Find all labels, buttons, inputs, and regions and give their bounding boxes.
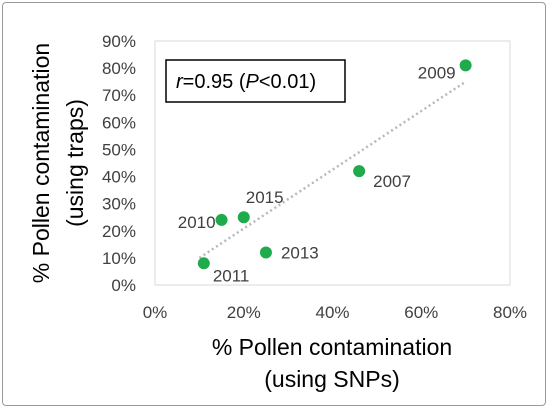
r-value: =0.95 ( [183,71,246,93]
y-tick-label: 50% [102,140,136,159]
data-point-2011 [197,257,210,270]
x-axis-ticks: 0% 20% 40% 60% 80% [143,303,527,322]
y-tick-label: 30% [102,195,136,214]
x-tick-label: 0% [143,303,168,322]
annotation-box [165,59,346,103]
point-labels: 2009 2007 2015 2010 2013 2011 [178,63,456,285]
y-tick-label: 10% [102,249,136,268]
p-value: <0.01) [259,71,316,93]
x-tick-label: 60% [404,303,438,322]
x-tick-label: 40% [315,303,349,322]
p-symbol: P [246,71,260,93]
y-tick-label: 40% [102,168,136,187]
point-label-2007: 2007 [373,172,411,191]
y-axis-title-line2: (using traps) [62,99,88,227]
data-points [197,59,472,270]
y-tick-label: 90% [102,32,136,51]
data-point-2009 [459,59,472,72]
plot-area [154,40,511,286]
point-label-2015: 2015 [246,188,284,207]
data-point-2010 [215,213,228,226]
r-symbol: r [176,71,184,93]
y-tick-label: 0% [111,276,136,295]
data-point-2013 [259,246,272,259]
y-tick-label: 60% [102,113,136,132]
point-label-2009: 2009 [418,63,456,82]
y-tick-label: 20% [102,222,136,241]
data-point-2007 [353,165,366,178]
data-point-2015 [237,211,250,224]
x-axis-title-line1: % Pollen contamination [212,334,452,360]
y-axis-title-line1: % Pollen contamination [28,43,54,283]
trendline [198,80,467,259]
x-tick-label: 80% [493,303,527,322]
x-tick-label: 20% [227,303,261,322]
y-tick-label: 80% [102,59,136,78]
y-axis-ticks: 0% 10% 20% 30% 40% 50% 60% 70% 80% 90% [102,32,136,295]
y-tick-label: 70% [102,86,136,105]
correlation-annotation: r=0.95 (P<0.01) [176,71,316,93]
point-label-2013: 2013 [281,243,319,262]
point-label-2010: 2010 [178,213,216,232]
x-axis-title-line2: (using SNPs) [264,366,399,392]
point-label-2011: 2011 [213,266,250,285]
